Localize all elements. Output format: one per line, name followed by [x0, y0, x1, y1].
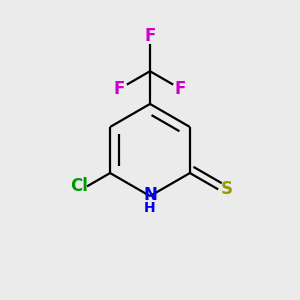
Text: N: N [143, 186, 157, 204]
Text: F: F [114, 80, 125, 98]
Text: S: S [221, 180, 233, 198]
Text: F: F [144, 27, 156, 45]
Text: Cl: Cl [70, 177, 88, 195]
Text: H: H [144, 201, 156, 215]
Text: F: F [175, 80, 186, 98]
